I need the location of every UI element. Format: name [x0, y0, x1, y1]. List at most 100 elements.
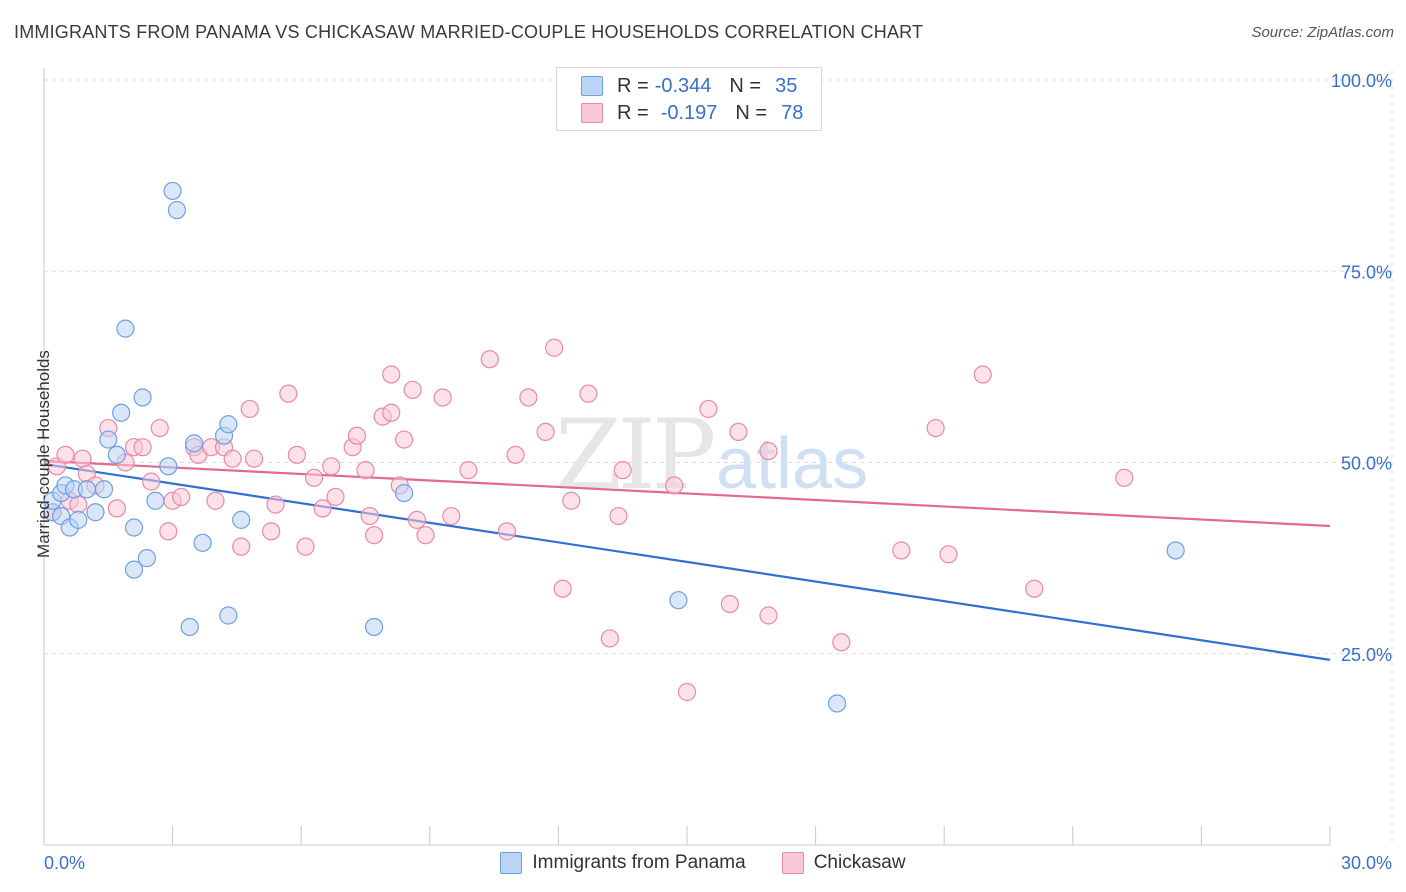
legend-item-panama[interactable]: Immigrants from Panama: [500, 852, 746, 874]
chickasaw-point: [382, 403, 401, 422]
chickasaw-point: [677, 682, 697, 702]
legend-n-value: 78: [781, 101, 804, 124]
panama-point: [69, 510, 88, 529]
chickasaw-point: [699, 399, 718, 419]
watermark-zip: ZIP: [555, 399, 714, 511]
y-tick-label: 25.0%: [1341, 645, 1392, 665]
panama-point: [394, 484, 414, 503]
chickasaw-point: [304, 468, 324, 487]
chickasaw-point: [394, 430, 414, 449]
chickasaw-point: [223, 449, 242, 468]
chickasaw-point: [939, 545, 958, 564]
legend-item-chickasaw[interactable]: Chickasaw: [781, 852, 906, 874]
chickasaw-point: [313, 499, 332, 518]
panama-point: [107, 445, 126, 464]
x-tick-label-max: 30.0%: [1341, 853, 1392, 873]
chickasaw-point: [497, 522, 517, 541]
panama-point: [167, 200, 186, 220]
legend-row-chickasaw: R = -0.197 N = 78: [581, 101, 803, 125]
panama-point: [99, 430, 118, 449]
panama-point: [232, 510, 251, 529]
chickasaw-point: [172, 487, 191, 507]
panama-point: [116, 319, 135, 338]
chickasaw-point: [519, 388, 538, 407]
panama-trend-line: [43, 462, 1331, 661]
chickasaw-point: [159, 522, 178, 541]
chickasaw-point: [536, 422, 555, 441]
chickasaw-point: [926, 418, 945, 438]
chickasaw-point: [262, 522, 281, 541]
panama-point: [124, 518, 144, 537]
chickasaw-point: [562, 491, 581, 510]
grid-lines: [44, 70, 1393, 845]
chickasaw-point: [364, 526, 384, 545]
chickasaw-point: [609, 506, 628, 526]
chickasaw-point: [579, 384, 598, 403]
legend-swatch-chickasaw: [581, 103, 603, 123]
chickasaw-point: [279, 384, 298, 403]
legend-n-label: N =: [735, 101, 768, 124]
data-points: [43, 181, 1185, 713]
chickasaw-point: [442, 506, 461, 526]
chickasaw-point: [403, 380, 422, 399]
legend-n-label: N =: [729, 74, 762, 97]
chickasaw-trend-line: [43, 459, 1331, 528]
y-axis-label: Married-couple Households: [34, 350, 53, 558]
chickasaw-point: [73, 449, 92, 468]
correlation-legend: R = -0.344 N = 35 R = -0.197 N = 78: [556, 67, 822, 131]
source-note: Source: ZipAtlas.com: [1251, 24, 1394, 41]
chickasaw-point: [553, 579, 572, 598]
chickasaw-point: [1115, 468, 1134, 487]
chickasaw-point: [232, 537, 251, 556]
legend-r-label: R =: [617, 74, 649, 97]
chickasaw-point: [287, 445, 307, 464]
chickasaw-point: [613, 461, 632, 480]
panama-point: [94, 480, 114, 499]
chickasaw-point: [545, 338, 564, 357]
chickasaw-point: [759, 606, 778, 625]
y-tick-label: 50.0%: [1341, 454, 1392, 474]
chickasaw-point: [759, 441, 778, 461]
chickasaw-point: [407, 510, 427, 529]
trend-lines: [43, 459, 1331, 661]
chickasaw-point: [729, 422, 748, 441]
chickasaw-point: [133, 438, 152, 457]
x-tick-label-min: 0.0%: [44, 853, 85, 873]
chickasaw-point: [296, 537, 315, 556]
chickasaw-point: [266, 495, 285, 514]
panama-point: [180, 617, 199, 637]
tick-labels: 25.0% 50.0% 75.0% 100.0% 0.0% 30.0%: [44, 71, 1392, 873]
legend-swatch-panama: [581, 76, 603, 96]
chickasaw-point: [665, 476, 684, 495]
chickasaw-point: [150, 418, 169, 438]
panama-point: [219, 606, 238, 625]
legend-n-value: 35: [775, 74, 798, 97]
legend-r-label: R =: [617, 101, 649, 124]
chickasaw-point: [107, 499, 126, 518]
chickasaw-point: [382, 365, 401, 384]
y-tick-label: 75.0%: [1341, 262, 1392, 282]
panama-point: [193, 533, 212, 552]
chickasaw-point: [142, 472, 161, 491]
chickasaw-point: [244, 449, 264, 468]
panama-point: [827, 694, 847, 713]
chickasaw-point: [322, 457, 341, 476]
chickasaw-point: [56, 445, 75, 464]
chickasaw-point: [892, 541, 911, 560]
series-legend: Immigrants from Panama Chickasaw: [0, 852, 1406, 874]
chickasaw-point: [720, 594, 739, 614]
chickasaw-point: [459, 461, 478, 480]
panama-point: [124, 560, 144, 579]
chickasaw-point: [347, 426, 367, 445]
panama-point: [86, 503, 105, 522]
y-tick-label: 100.0%: [1331, 71, 1392, 91]
chickasaw-point: [206, 491, 225, 510]
legend-swatch-chickasaw: [781, 852, 804, 874]
panama-point: [146, 491, 165, 510]
panama-point: [669, 591, 688, 610]
chickasaw-point: [69, 495, 88, 514]
chart-title: IMMIGRANTS FROM PANAMA VS CHICKASAW MARR…: [14, 22, 924, 42]
chickasaw-point: [240, 399, 259, 419]
chickasaw-point: [360, 506, 379, 526]
